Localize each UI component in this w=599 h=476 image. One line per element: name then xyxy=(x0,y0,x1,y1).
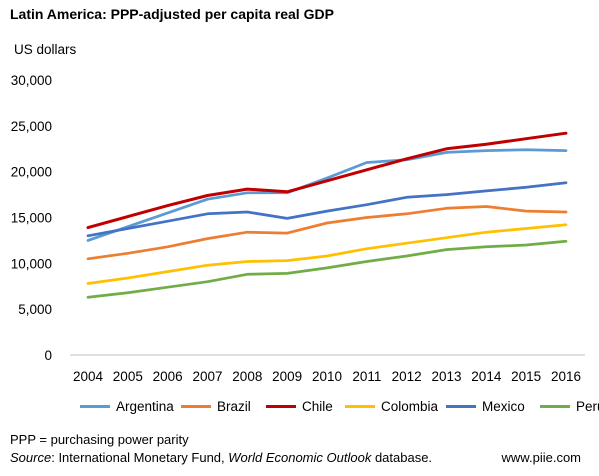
source-tail: database. xyxy=(371,450,433,465)
x-tick-label: 2004 xyxy=(73,369,104,384)
legend-item-colombia: Colombia xyxy=(345,396,438,416)
legend-swatch xyxy=(80,404,110,408)
website-url: www.piie.com xyxy=(501,450,581,465)
source-organization: International Monetary Fund, xyxy=(58,450,229,465)
chart-legend: Argentina Brazil Chile Colombia Mexico Peru xyxy=(0,396,599,416)
legend-label: Brazil xyxy=(217,398,251,414)
source-separator: : xyxy=(51,450,59,465)
y-tick-label: 20,000 xyxy=(11,165,52,180)
legend-label: Peru xyxy=(576,398,599,414)
legend-label: Colombia xyxy=(381,398,439,414)
x-tick-label: 2007 xyxy=(192,369,222,384)
legend-item-brazil: Brazil xyxy=(181,396,251,416)
y-tick-label: 30,000 xyxy=(11,73,52,88)
series-line-chile xyxy=(86,131,568,230)
x-tick-label: 2009 xyxy=(272,369,302,384)
x-tick-label: 2006 xyxy=(153,369,183,384)
legend-swatch xyxy=(446,404,476,408)
series-line-peru xyxy=(86,239,568,299)
legend-swatch xyxy=(181,404,211,408)
y-tick-label: 5,000 xyxy=(18,302,52,317)
source-label: Source xyxy=(10,450,52,465)
series-line-mexico xyxy=(86,181,568,238)
y-tick-label: 25,000 xyxy=(11,119,52,134)
legend-swatch xyxy=(266,404,296,408)
line-chart: 0 5,000 10,000 15,000 20,000 25,000 30,000 2004… xyxy=(11,73,585,384)
legend-item-chile: Chile xyxy=(266,396,333,416)
y-axis-units-label: US dollars xyxy=(14,42,77,57)
x-tick-label: 2014 xyxy=(471,369,502,384)
series-line-argentina xyxy=(86,148,568,242)
legend-swatch xyxy=(540,404,570,408)
series-line-colombia xyxy=(86,223,568,285)
x-tick-label: 2005 xyxy=(113,369,143,384)
legend-item-argentina: Argentina xyxy=(80,396,174,416)
x-tick-label: 2012 xyxy=(392,369,422,384)
legend-item-mexico: Mexico xyxy=(446,396,525,416)
y-tick-label: 10,000 xyxy=(11,256,52,271)
legend-label: Argentina xyxy=(116,398,174,414)
chart-title: Latin America: PPP-adjusted per capita r… xyxy=(10,6,334,22)
series-line-brazil xyxy=(86,205,568,261)
legend-label: Mexico xyxy=(482,398,525,414)
legend-label: Chile xyxy=(302,398,333,414)
x-tick-label: 2011 xyxy=(352,369,381,384)
x-tick-label: 2015 xyxy=(511,369,541,384)
y-tick-label: 15,000 xyxy=(11,211,52,226)
x-tick-label: 2008 xyxy=(232,369,262,384)
x-tick-label: 2010 xyxy=(312,369,342,384)
legend-item-peru: Peru xyxy=(540,396,599,416)
legend-swatch xyxy=(345,404,375,408)
source-note: Source: International Monetary Fund, Wor… xyxy=(10,450,432,465)
source-publication: World Economic Outlook xyxy=(228,450,372,465)
x-tick-label: 2016 xyxy=(551,369,581,384)
footnote: PPP = purchasing power parity xyxy=(10,432,189,447)
y-tick-label: 0 xyxy=(44,348,52,363)
x-tick-label: 2013 xyxy=(431,369,461,384)
